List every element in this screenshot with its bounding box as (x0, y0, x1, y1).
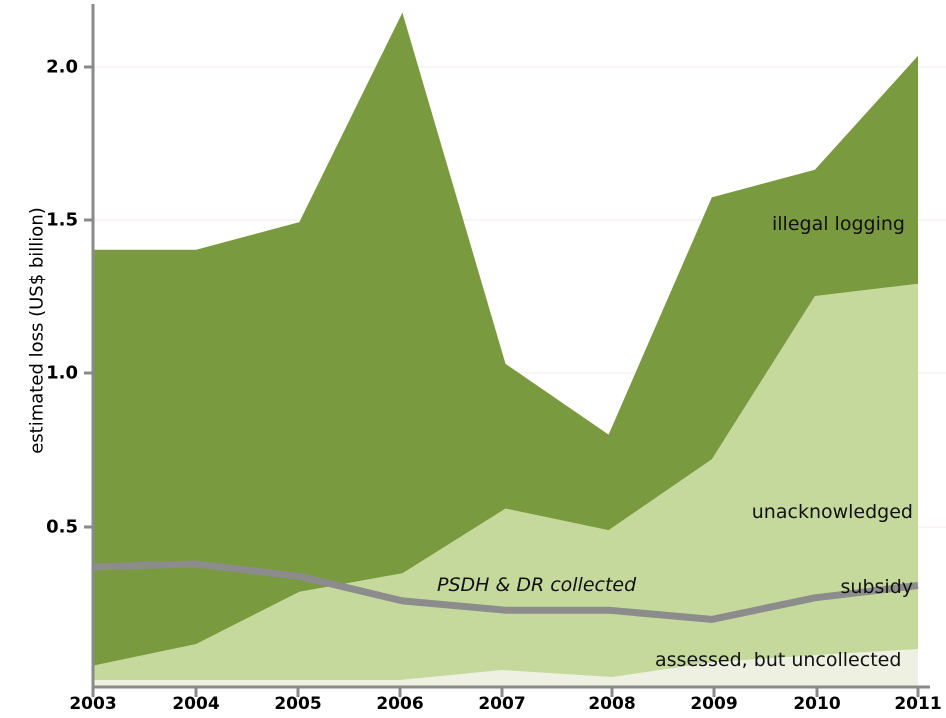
y-tick-label: 1.5 (46, 209, 78, 231)
x-tick-label: 2010 (793, 694, 841, 714)
series-label-unacknowledged-subsidy: unacknowledged subsidy (660, 450, 913, 650)
y-tick-marks (84, 65, 93, 529)
y-tick-label: 2.0 (46, 56, 78, 78)
x-tick-label: 2005 (274, 694, 322, 714)
series-label-illegal-logging: illegal logging (772, 213, 905, 235)
series-line-psdh-dr-collected (92, 560, 919, 623)
series-label-unacknowledged-subsidy-line1: unacknowledged (751, 501, 913, 523)
x-tick-label: 2006 (376, 694, 424, 714)
x-tick-label: 2009 (690, 694, 738, 714)
y-tick-label: 0.5 (46, 516, 78, 538)
x-axis-tick-labels: 2003 2004 2005 2006 2007 2008 2009 2010 … (0, 690, 946, 714)
series-area-unacknowledged-subsidy (93, 283, 918, 686)
x-tick-label: 2007 (478, 694, 526, 714)
series-area-assessed-uncollected (93, 649, 918, 686)
x-tick-marks (91, 687, 920, 697)
x-tick-label: 2011 (894, 694, 942, 714)
series-label-psdh-dr-collected: PSDH & DR collected (437, 574, 637, 596)
series-label-assessed-uncollected: assessed, but uncollected (655, 649, 902, 671)
series-label-unacknowledged-subsidy-line2: subsidy (840, 576, 913, 598)
y-tick-label: 1.0 (46, 362, 78, 384)
x-tick-label: 2003 (69, 694, 117, 714)
x-tick-label: 2004 (172, 694, 220, 714)
axis-lines (91, 4, 930, 689)
x-tick-label: 2008 (588, 694, 636, 714)
y-axis-tick-labels: 2.0 1.5 1.0 0.5 (0, 0, 78, 718)
